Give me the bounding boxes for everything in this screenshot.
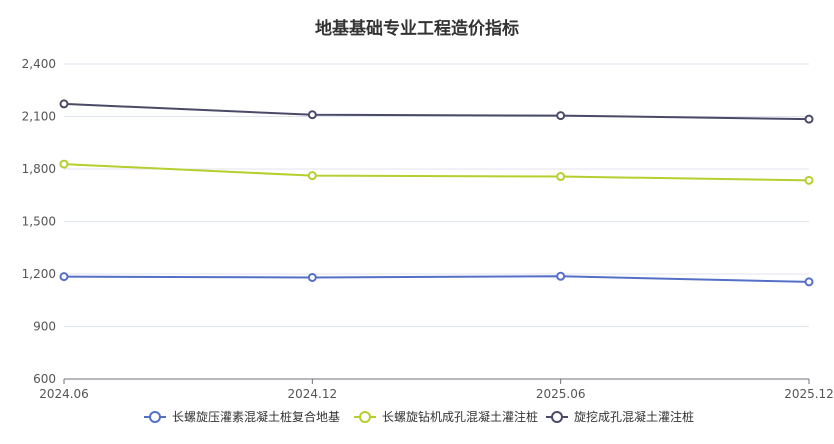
data-point[interactable] — [804, 277, 814, 287]
series-layer — [59, 99, 814, 287]
legend-label: 长螺旋压灌素混凝土桩复合地基 — [172, 409, 340, 424]
legend-marker-icon — [149, 411, 161, 423]
data-point[interactable] — [307, 171, 317, 181]
grid-lines — [64, 63, 809, 327]
data-point[interactable] — [59, 99, 69, 109]
y-tick-label: 600 — [33, 372, 56, 386]
data-point[interactable] — [59, 159, 69, 169]
x-tick-label: 2025.06 — [536, 387, 586, 401]
legend-item-1[interactable]: 长螺旋压灌素混凝土桩复合地基 — [144, 409, 340, 424]
x-tick-label: 2024.06 — [39, 387, 89, 401]
data-point[interactable] — [556, 271, 566, 281]
series-3 — [59, 99, 814, 124]
series-line — [63, 275, 810, 283]
legend-item-2[interactable]: 长螺旋钻机成孔混凝土灌注桩 — [354, 409, 538, 424]
series-line — [63, 102, 810, 121]
legend-label: 旋挖成孔混凝土灌注桩 — [574, 409, 694, 424]
y-tick-label: 1,800 — [22, 162, 56, 176]
data-point[interactable] — [307, 110, 317, 120]
legend[interactable]: 长螺旋压灌素混凝土桩复合地基 长螺旋钻机成孔混凝土灌注桩 旋挖成孔混凝土灌注桩 — [144, 409, 694, 424]
chart-title: 地基基础专业工程造价指标 — [315, 18, 519, 39]
legend-marker-icon — [551, 411, 563, 423]
data-point[interactable] — [804, 175, 814, 185]
y-tick-label: 1,500 — [22, 215, 56, 229]
y-tick-label: 900 — [33, 320, 56, 334]
series-1 — [59, 271, 814, 287]
legend-marker-icon — [359, 411, 371, 423]
legend-label: 长螺旋钻机成孔混凝土灌注桩 — [382, 409, 538, 424]
series-line — [63, 163, 810, 182]
legend-item-3[interactable]: 旋挖成孔混凝土灌注桩 — [546, 409, 694, 424]
x-tick-label: 2024.12 — [288, 387, 338, 401]
data-point[interactable] — [59, 272, 69, 282]
y-tick-label: 2,400 — [22, 57, 56, 71]
y-tick-label: 2,100 — [22, 110, 56, 124]
y-tick-label: 1,200 — [22, 267, 56, 281]
axes: 600 900 1,200 1,500 1,800 2,100 2,400 2024.06 20… — [22, 57, 834, 401]
x-tick-label: 2025.12 — [784, 387, 834, 401]
series-2 — [59, 159, 814, 185]
data-point[interactable] — [307, 273, 317, 282]
data-point[interactable] — [556, 111, 566, 121]
data-point[interactable] — [556, 172, 566, 182]
data-point[interactable] — [804, 114, 814, 124]
